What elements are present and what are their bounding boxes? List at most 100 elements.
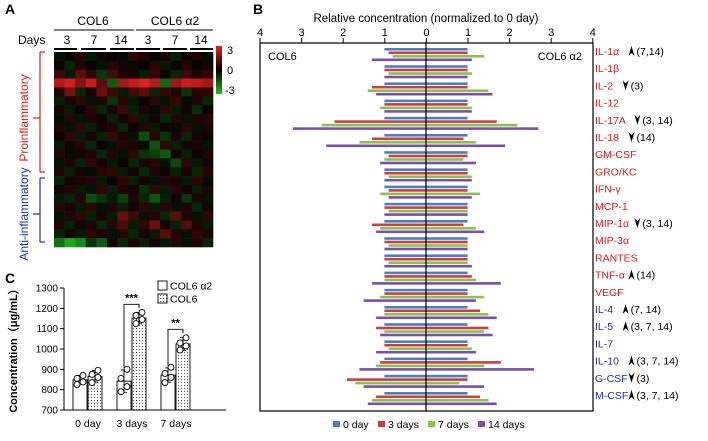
heatmap-cell — [75, 167, 87, 177]
heatmap-cell — [75, 229, 87, 239]
heatmap-cell — [96, 149, 108, 159]
heatmap-cell — [170, 158, 182, 168]
chart-c-data-point — [167, 363, 175, 371]
chart-c-data-point — [182, 334, 190, 342]
heatmap-cell — [149, 193, 161, 203]
heatmap-cell — [149, 220, 161, 230]
heatmap-cell — [138, 184, 150, 195]
heatmap-cell — [191, 78, 203, 88]
chart-b-bar-left — [384, 343, 426, 347]
chart-b-bar-left — [388, 209, 426, 213]
heatmap-cell — [64, 176, 76, 186]
chart-b-bar-left — [359, 368, 426, 371]
heatmap-cell — [170, 131, 182, 141]
heatmap-day-label: 3 — [64, 33, 71, 47]
chart-b-bar-right — [426, 65, 468, 68]
heatmap-cell — [128, 149, 140, 159]
heatmap-cell — [149, 122, 161, 133]
chart-b-bar-left — [384, 292, 426, 295]
heatmap-cell — [64, 202, 76, 212]
chart-b-bar-right — [426, 299, 476, 302]
heatmap-cell — [202, 105, 214, 115]
heatmap-cell — [170, 176, 182, 186]
heatmap-cell — [170, 78, 182, 88]
chart-c-legend-swatch — [157, 293, 168, 304]
heatmap-cell — [138, 193, 150, 203]
heatmap-cell — [117, 52, 129, 62]
heatmap-cell — [202, 176, 214, 186]
heatmap-cell — [117, 60, 129, 71]
chart-b-bar-left — [376, 92, 426, 96]
chart-b-bar-right — [426, 48, 468, 51]
chart-b-bar-left — [384, 392, 426, 395]
chart-b-bar-right — [426, 89, 489, 92]
chart-b-annotation: (7, 14) — [631, 304, 661, 316]
heatmap-cell — [191, 211, 203, 221]
heatmap-cell — [149, 60, 161, 71]
heatmap-day-bar — [81, 48, 106, 50]
heatmap-cell — [202, 140, 214, 150]
heatmap-cell — [85, 184, 97, 195]
heatmap-cell — [128, 158, 140, 168]
chart-b-bar-right — [426, 264, 472, 268]
heatmap-cell — [96, 105, 108, 115]
chart-b-bar-right — [426, 257, 468, 261]
heatmap-cell — [107, 69, 118, 79]
heatmap-cell — [128, 140, 140, 150]
up-arrow-icon — [628, 355, 635, 366]
chart-b-category-label: GM-CSF — [595, 149, 636, 161]
chart-b-bar-right — [426, 333, 493, 337]
heatmap-cell — [128, 131, 140, 141]
heatmap-cell — [149, 211, 161, 221]
heatmap-cell — [96, 87, 108, 97]
heatmap-cell — [96, 220, 108, 230]
heatmap-cell — [128, 229, 140, 239]
heatmap-cell — [160, 149, 171, 159]
chart-c-tick-label: 1200 — [36, 304, 59, 315]
up-arrow-icon — [628, 269, 635, 280]
relative-concentration-chart: Relative concentration (normalized to 0 … — [257, 13, 679, 431]
chart-b-bar-left — [384, 178, 426, 182]
heatmap-cell — [149, 176, 161, 186]
chart-b-tick-label: 3 — [548, 27, 554, 39]
heatmap-cell — [181, 184, 193, 195]
heatmap-cell — [160, 193, 171, 203]
chart-b-bar-left — [376, 395, 426, 399]
chart-c-tick-label: 800 — [41, 385, 58, 396]
heatmap-cell — [85, 238, 97, 248]
chart-b-bar-left — [292, 127, 426, 130]
chart-b-category-label: IL-10 — [595, 356, 619, 368]
chart-b-bar-left — [380, 361, 426, 364]
heatmap-cell — [128, 238, 140, 248]
heatmap-cell — [85, 167, 97, 177]
heatmap-cell — [128, 114, 140, 124]
heatmap-day-label: 3 — [145, 33, 152, 47]
heatmap-cell — [54, 158, 65, 168]
heatmap-cell — [64, 96, 76, 106]
chart-b-bar-left — [371, 137, 426, 141]
heatmap-cell — [85, 140, 97, 150]
heatmap-cell — [138, 69, 150, 79]
heatmap-cell — [75, 140, 87, 150]
chart-b-bar-right — [426, 278, 476, 282]
chart-b-bar-right — [426, 340, 468, 343]
chart-b-tick-label: 2 — [507, 27, 513, 39]
heatmap-cell — [85, 176, 97, 186]
heatmap-cell — [138, 122, 150, 133]
chart-c-data-point — [161, 369, 169, 377]
heatmap-cell — [107, 158, 118, 168]
chart-b-bar-right — [426, 227, 476, 230]
chart-c-data-point — [73, 381, 81, 389]
heatmap-day-bar — [163, 48, 187, 50]
heatmap-cell — [64, 140, 76, 150]
heatmap-scale-min: -3 — [225, 85, 235, 97]
chart-b-bar-right — [426, 196, 472, 199]
heatmap-cell — [202, 131, 214, 141]
chart-b-bar-left — [384, 151, 426, 154]
chart-b-bar-right — [426, 213, 468, 216]
heatmap-cell — [117, 140, 129, 150]
heatmap-cell — [64, 114, 76, 124]
chart-b-bar-right — [426, 161, 476, 165]
heatmap-cell — [191, 114, 203, 124]
